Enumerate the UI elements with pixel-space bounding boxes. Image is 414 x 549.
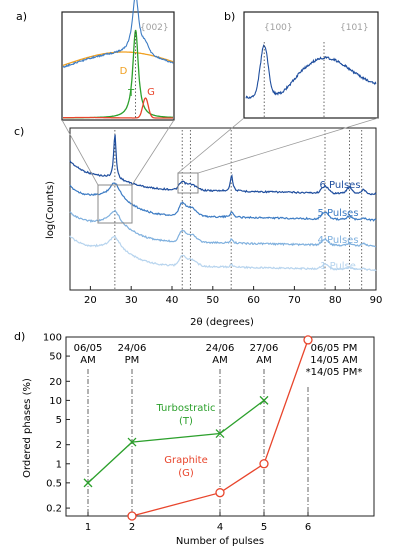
- series-label: 5 Pulses: [317, 208, 358, 219]
- date-label: 14/05 AM: [310, 355, 357, 366]
- series-line: [131, 339, 309, 517]
- y-tick-label: 20: [49, 377, 62, 388]
- x-tick-label: 80: [329, 295, 342, 306]
- panel-c-xrd-patterns: 6 Pulses 5 Pulses 4 Pulses 1 Pulse 20 30 40 50 6…: [45, 127, 383, 328]
- date-label: *14/05 PM*: [306, 367, 363, 378]
- series-label: 4 Pulses: [317, 235, 358, 246]
- inset-a-peak-label: {002}: [140, 23, 169, 33]
- measured-curve: [245, 44, 377, 100]
- fit-label-T: T: [127, 88, 135, 99]
- panel-c-frame: [69, 127, 377, 291]
- y-tick-label: 5: [56, 415, 62, 426]
- connector-line: [61, 119, 99, 186]
- series-label-turbostratic: Turbostratic: [155, 403, 215, 414]
- data-point-x: [215, 429, 225, 438]
- data-point-o: [215, 488, 225, 498]
- x-tick-label: 5: [261, 522, 267, 533]
- x-tick-label: 6: [305, 522, 311, 533]
- data-point-x: [259, 395, 269, 405]
- series-label-graphite: (G): [178, 468, 194, 479]
- measured-curve: [62, 0, 174, 69]
- y-tick-label: 1: [56, 459, 62, 470]
- x-tick-label: 4: [217, 522, 223, 533]
- panel-c-ylabel: log(Counts): [45, 181, 56, 239]
- y-tick-label: 0.5: [46, 478, 62, 489]
- x-tick-label: 50: [206, 295, 219, 306]
- x-tick-label: 70: [288, 295, 301, 306]
- data-point-o: [303, 335, 313, 345]
- date-label: 27/06: [250, 343, 279, 354]
- fit-label-D: D: [120, 66, 128, 77]
- x-tick-label: 30: [125, 295, 138, 306]
- date-label: AM: [80, 355, 95, 366]
- series-line: [87, 399, 265, 484]
- date-label: 24/06: [206, 343, 235, 354]
- zoom-box-a: [97, 184, 133, 224]
- fit-label-G: G: [147, 87, 155, 98]
- connector-line: [177, 117, 245, 174]
- connector-line: [131, 119, 175, 186]
- x-tick-label: 2: [129, 522, 135, 533]
- inset-b-100-101-peaks: {100} {101}: [243, 11, 379, 119]
- zoom-box-b: [177, 172, 199, 194]
- inset-b-peak-label-100: {100}: [264, 23, 293, 33]
- panel-c-xlabel: 2θ (degrees): [190, 317, 254, 328]
- inset-a-frame: [61, 11, 175, 121]
- connector-line: [197, 117, 379, 174]
- data-point-o: [127, 511, 137, 521]
- x-tick-label: 40: [166, 295, 179, 306]
- inset-b-frame: [243, 11, 379, 119]
- date-label: PM: [125, 355, 140, 366]
- inset-a-002-peak: {002} DT G: [61, 0, 175, 121]
- series-label: 6 Pulses: [319, 180, 360, 191]
- date-label: 06/05: [74, 343, 103, 354]
- data-point-o: [259, 459, 269, 469]
- panel-label-d: d): [14, 330, 25, 343]
- data-point-x: [83, 478, 93, 488]
- x-tick-label: 20: [84, 295, 97, 306]
- y-tick-label: 10: [49, 396, 62, 407]
- date-label: AM: [212, 355, 227, 366]
- y-tick-label: 0.2: [46, 504, 62, 515]
- date-label: AM: [256, 355, 271, 366]
- x-tick-label: 1: [85, 522, 91, 533]
- panel-label-c: c): [14, 125, 24, 138]
- date-label: 06/05 PM: [311, 343, 358, 354]
- series-label-graphite: Graphite: [164, 455, 208, 466]
- fit-curve-G: [63, 97, 173, 119]
- xrd-series-line: [69, 182, 377, 222]
- y-tick-label: 100: [43, 333, 62, 344]
- xrd-series-line: [69, 209, 376, 248]
- y-tick-label: 2: [56, 440, 62, 451]
- y-tick-label: 50: [49, 352, 62, 363]
- x-tick-label: 60: [247, 295, 260, 306]
- xrd-series-line: [69, 235, 377, 272]
- panel-d-ylabel: Ordered phases (%): [22, 378, 33, 478]
- data-point-x: [127, 437, 137, 447]
- series-label: 1 Pulse: [320, 261, 356, 272]
- series-label-turbostratic: (T): [179, 416, 193, 427]
- xrd-series-line: [69, 134, 377, 196]
- inset-b-peak-label-101: {101}: [340, 23, 369, 33]
- date-label: 24/06: [118, 343, 147, 354]
- panel-label-a: a): [16, 10, 27, 23]
- panel-label-b: b): [224, 10, 235, 23]
- x-tick-label: 90: [370, 295, 383, 306]
- panel-d-xlabel: Number of pulses: [176, 536, 264, 547]
